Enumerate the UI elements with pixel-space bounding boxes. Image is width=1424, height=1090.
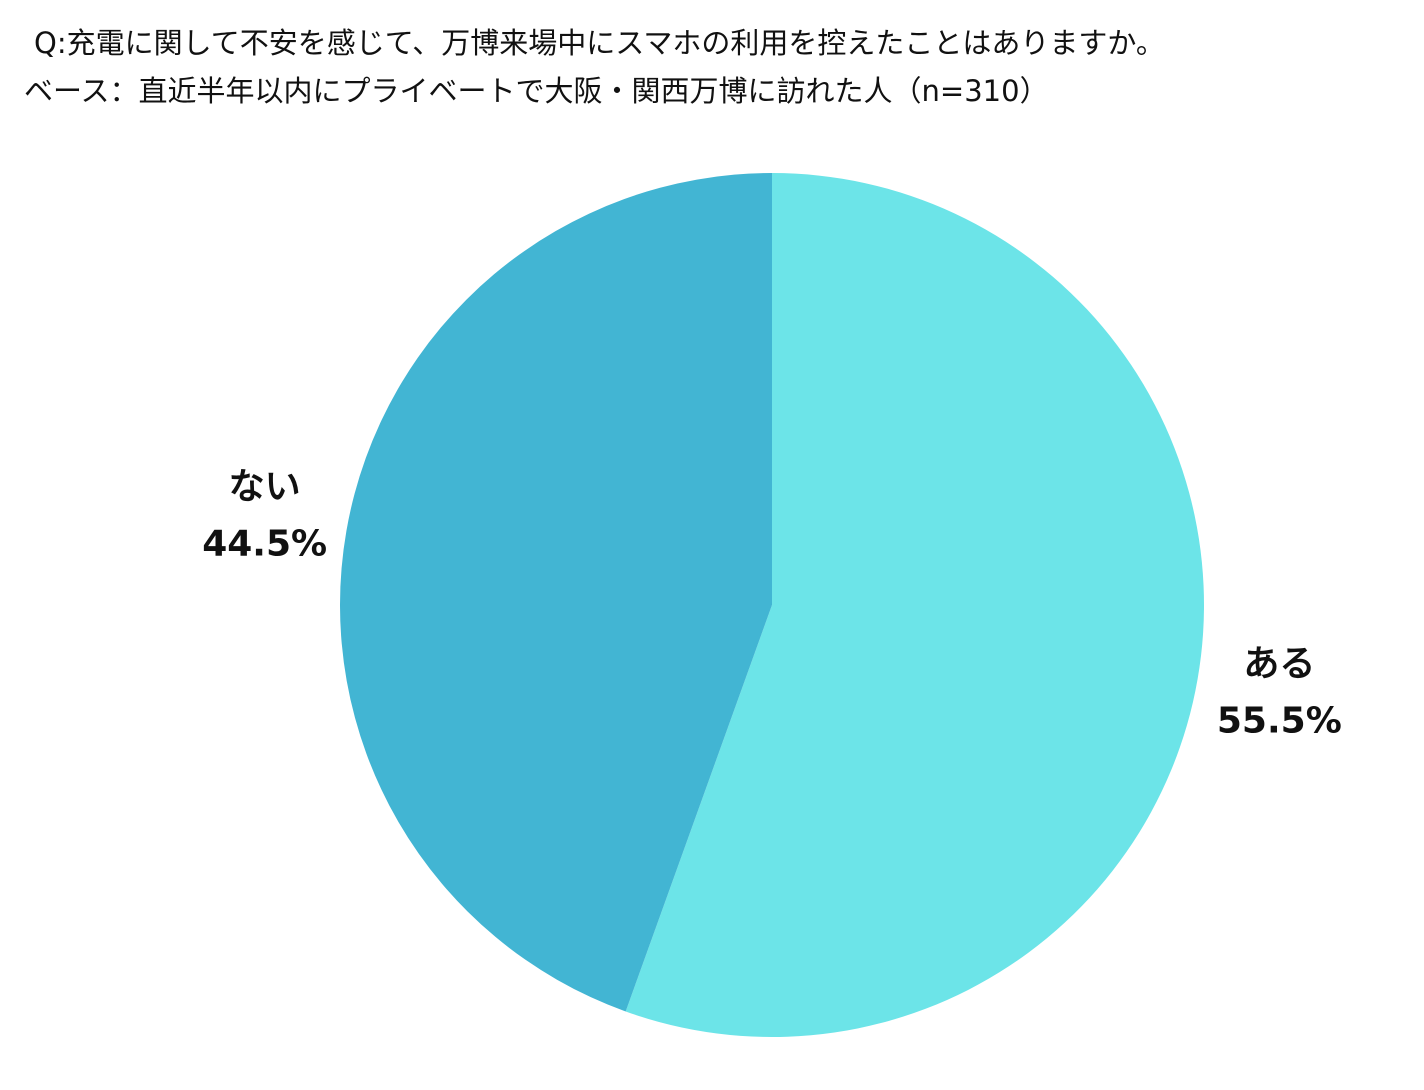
slice-label: ある: [1243, 644, 1315, 685]
pie-slice: [339, 172, 772, 1012]
slice-value-label: 44.5%: [202, 523, 327, 564]
chart-subtitle: ベース：直近半年以内にプライベートで大阪・関西万博に訪れた人（n=310）: [24, 74, 1049, 108]
chart-title: Q:充電に関して不安を感じて、万博来場中にスマホの利用を控えたことはありますか。: [34, 26, 1165, 60]
slice-value-label: 55.5%: [1217, 701, 1342, 742]
slice-label: ない: [229, 466, 301, 507]
pie-slice: [625, 173, 1204, 1037]
